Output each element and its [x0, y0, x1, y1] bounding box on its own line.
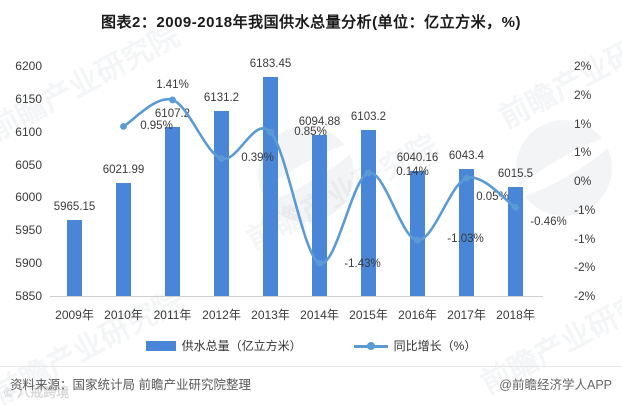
bar-value-label: 5965.15 [53, 201, 96, 214]
x-axis-label: 2011年 [153, 308, 192, 322]
y-axis-label-right: 1% [574, 145, 592, 160]
y-axis-label-right: -1% [574, 202, 596, 217]
legend-label: 同比增长（%） [393, 339, 477, 353]
line-point-label: 0.05% [476, 191, 509, 204]
line-point-label: -0.46% [530, 216, 567, 229]
bar-value-label: 6021.99 [102, 164, 145, 176]
credit: @前瞻经济学人APP [499, 378, 612, 392]
y-axis-label-right: 1% [574, 116, 592, 131]
footer: 资料来源：国家统计局 前瞻产业研究院整理 @前瞻经济学人APP [0, 374, 622, 393]
x-axis-label: 2016年 [398, 308, 437, 322]
y-axis-label-right: 2% [574, 59, 592, 73]
x-axis-label: 2015年 [349, 308, 388, 322]
y-axis-label-right: -2% [574, 289, 596, 303]
y-axis-label-left: 5850 [15, 289, 42, 303]
bar-value-label: 6043.4 [448, 149, 485, 162]
line-point-label: 0.39% [241, 151, 274, 164]
bar-water-supply [508, 187, 523, 296]
line-point-label: -1.03% [447, 233, 484, 246]
x-axis-line [50, 296, 543, 297]
bar-water-supply [361, 129, 376, 296]
legend-item-water-supply: 供水总量（亿立方米） [145, 337, 302, 354]
line-point-marker [169, 96, 176, 104]
bar-value-label: 6107.2 [154, 108, 191, 120]
bar-value-label: 6183.45 [249, 57, 292, 70]
bar-value-label: 6131.2 [203, 92, 240, 105]
legend-line-swatch [353, 341, 388, 351]
y-axis-label-left: 6000 [15, 190, 42, 205]
y-axis-label-left: 5900 [15, 256, 42, 271]
legend-label: 供水总量（亿立方米） [181, 339, 302, 353]
line-point-label: 0.95% [140, 120, 173, 133]
bar-value-label: 6103.2 [350, 110, 387, 123]
line-point-label: 0.85% [294, 126, 327, 139]
bar-value-label: 6015.5 [497, 168, 534, 181]
y-axis-label-right: -2% [574, 260, 596, 275]
legend: 供水总量（亿立方米） 同比增长（%） [0, 337, 622, 354]
bar-water-supply [312, 135, 327, 296]
bar-water-supply [410, 171, 425, 296]
y-axis-label-left: 6200 [15, 59, 42, 73]
y-axis-label-left: 6100 [15, 124, 42, 139]
x-axis-label: 2010年 [104, 308, 143, 322]
line-point-label: 1.41% [156, 78, 189, 91]
divider [0, 366, 622, 367]
y-axis-label-left: 6050 [15, 157, 42, 172]
bar-water-supply [67, 220, 82, 296]
bar-water-supply [165, 127, 180, 296]
x-axis-label: 2009年 [55, 308, 94, 322]
line-point-label: 0.14% [396, 165, 429, 178]
source-note: 资料来源：国家统计局 前瞻产业研究院整理 [10, 378, 251, 392]
y-axis-label-right: 2% [574, 87, 592, 102]
bar-water-supply [214, 111, 229, 296]
y-axis-label-left: 5950 [15, 223, 42, 238]
legend-bar-swatch [145, 340, 176, 351]
bar-water-supply [263, 76, 278, 296]
x-axis-label: 2013年 [251, 308, 290, 322]
chart-title: 图表2：2009-2018年我国供水总量分析(单位：亿立方米，%) [101, 14, 521, 31]
y-axis-label-right: 0% [574, 174, 592, 188]
bar-water-supply [116, 183, 131, 296]
y-axis-label-left: 6150 [15, 91, 42, 106]
x-axis-label: 2012年 [202, 308, 241, 322]
x-axis-label: 2014年 [300, 308, 339, 322]
x-axis-label: 2018年 [496, 308, 535, 322]
line-point-label: -1.43% [344, 258, 381, 271]
y-axis-label-right: -1% [574, 231, 596, 246]
legend-item-growth: 同比增长（%） [353, 337, 477, 354]
x-axis-label: 2017年 [447, 308, 486, 322]
